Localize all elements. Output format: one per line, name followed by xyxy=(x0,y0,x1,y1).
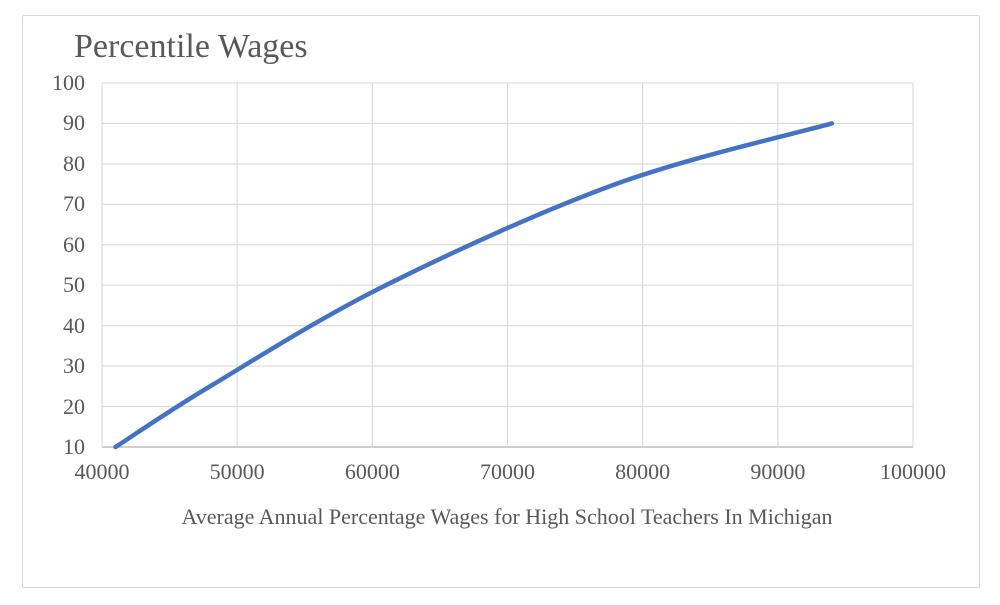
y-tick-label: 40 xyxy=(63,312,85,338)
x-tick-label: 80000 xyxy=(615,459,671,484)
plot-area xyxy=(101,82,914,450)
y-tick-label: 50 xyxy=(63,272,85,298)
y-tick-label: 20 xyxy=(63,393,85,419)
y-tick-label: 70 xyxy=(63,191,85,217)
x-tick-label: 70000 xyxy=(480,459,535,484)
y-tick-label: 100 xyxy=(52,70,85,95)
y-tick-label: 10 xyxy=(63,434,85,459)
x-tick-label: 50000 xyxy=(209,459,265,484)
y-tick-label: 90 xyxy=(63,110,85,136)
x-tick-label: 100000 xyxy=(880,459,946,484)
y-tick-label: 30 xyxy=(63,353,85,379)
chart-frame xyxy=(22,15,980,588)
x-tick-label: 40000 xyxy=(74,459,130,484)
x-tick-label: 90000 xyxy=(750,459,806,484)
x-axis-title: Average Annual Percentage Wages for High… xyxy=(181,504,833,529)
y-tick-label: 80 xyxy=(63,150,85,176)
wage-percentile-line xyxy=(113,121,835,450)
x-tick-label: 60000 xyxy=(344,459,400,484)
y-tick-label: 60 xyxy=(63,231,85,257)
chart-title: Percentile Wages xyxy=(74,28,308,65)
